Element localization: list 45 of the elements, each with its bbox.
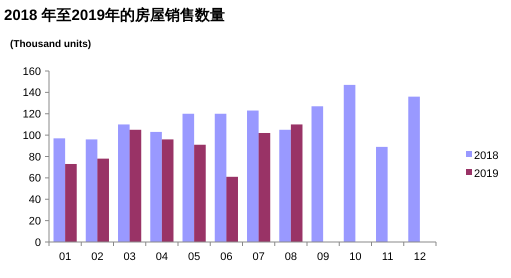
y-tick-label: 80: [28, 151, 41, 164]
x-tick-label: 02: [91, 251, 104, 263]
y-tick-label: 120: [22, 108, 41, 121]
y-tick-label: 100: [22, 130, 41, 142]
bar: [130, 130, 142, 242]
bar: [279, 130, 291, 242]
bar: [290, 124, 302, 242]
x-tick-label: 10: [349, 251, 362, 263]
bar: [86, 139, 98, 242]
bar: [162, 139, 174, 242]
bar: [97, 158, 109, 242]
x-tick-label: 07: [252, 251, 265, 263]
x-tick-label: 01: [59, 251, 72, 263]
y-tick-label: 160: [22, 66, 41, 78]
x-tick-label: 06: [220, 251, 232, 263]
bar: [214, 114, 226, 242]
bar: [194, 144, 206, 242]
bar: [118, 124, 130, 242]
y-tick-label: 20: [28, 215, 41, 228]
bar: [247, 110, 259, 242]
bar: [344, 84, 356, 242]
y-tick-label: 40: [28, 194, 41, 206]
bar: [226, 176, 238, 242]
y-tick-label: 140: [22, 87, 41, 100]
bar: [376, 146, 388, 242]
legend-label: 2018: [474, 150, 498, 162]
x-tick-label: 12: [414, 251, 426, 263]
bar: [312, 106, 324, 242]
bar: [54, 138, 66, 242]
x-tick-label: 08: [284, 251, 297, 263]
bar: [150, 132, 162, 242]
x-tick-label: 11: [382, 251, 394, 263]
bar: [408, 96, 420, 242]
bar: [182, 114, 194, 242]
chart-title: 2018 年至2019年的房屋销售数量: [4, 6, 225, 24]
y-tick-label: 60: [28, 172, 41, 185]
x-tick-label: 09: [317, 251, 330, 263]
y-axis-title: (Thousand units): [10, 39, 92, 50]
x-tick-label: 05: [188, 251, 200, 263]
x-tick-label: 03: [124, 251, 136, 263]
legend-label: 2019: [474, 168, 498, 180]
y-tick-label: 0: [34, 236, 41, 249]
x-tick-label: 04: [156, 251, 168, 263]
bar: [258, 132, 270, 242]
bar: [65, 164, 77, 242]
